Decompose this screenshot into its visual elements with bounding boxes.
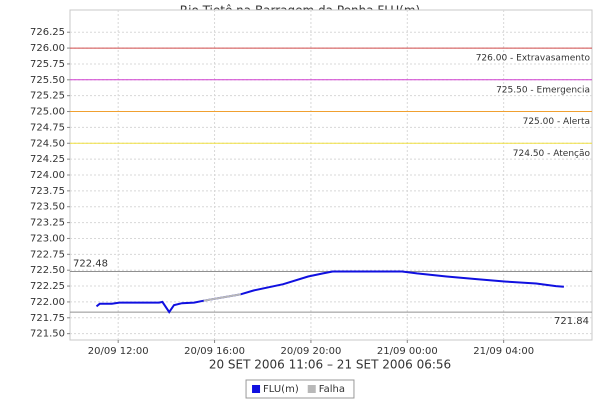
threshold-label: 725.00 - Alerta	[523, 117, 590, 127]
y-tick-label: 724.50	[30, 138, 65, 149]
series-line	[203, 293, 241, 302]
y-tick-label: 724.00	[30, 170, 65, 181]
extreme-label: 721.84	[554, 316, 589, 327]
chart-subtitle: 20 SET 2006 11:06 – 21 SET 2006 06:56	[209, 358, 451, 372]
legend-label: Falha	[319, 384, 345, 395]
legend-box	[245, 379, 355, 399]
y-tick-label: 724.25	[30, 154, 65, 165]
series-line	[95, 270, 564, 314]
threshold-label: 725.50 - Emergencia	[496, 85, 590, 95]
y-tick-label: 723.75	[30, 186, 65, 197]
y-tick-label: 723.00	[30, 233, 65, 244]
y-tick-label: 726.25	[30, 27, 65, 38]
y-tick-label: 724.75	[30, 122, 65, 133]
y-tick-label: 723.25	[30, 218, 65, 229]
legend-swatch	[252, 385, 261, 393]
x-tick-label: 20/09 16:00	[184, 346, 245, 357]
y-tick-label: 722.50	[30, 265, 65, 276]
y-tick-label: 722.25	[30, 281, 65, 292]
y-tick-label: 725.50	[30, 75, 65, 86]
y-tick-label: 721.50	[30, 329, 65, 340]
y-tick-label: 725.25	[30, 91, 65, 102]
x-tick-label: 20/09 12:00	[88, 346, 149, 357]
y-tick-label: 722.00	[30, 297, 65, 308]
legend-label: FLU(m)	[263, 384, 299, 395]
y-tick-label: 722.75	[30, 249, 65, 260]
legend-swatch	[307, 385, 316, 393]
y-tick-label: 726.00	[30, 43, 65, 54]
threshold-label: 724.50 - Atenção	[513, 149, 591, 159]
x-tick-label: 21/09 00:00	[377, 346, 438, 357]
y-tick-label: 725.00	[30, 107, 65, 118]
x-tick-label: 20/09 20:00	[281, 346, 342, 357]
y-tick-label: 723.50	[30, 202, 65, 213]
extreme-label: 722.48	[73, 258, 108, 269]
y-tick-label: 725.75	[30, 59, 65, 70]
threshold-label: 726.00 - Extravasamento	[476, 54, 591, 64]
legend: FLU(m) Falha	[245, 379, 355, 399]
y-tick-label: 721.75	[30, 313, 65, 324]
x-tick-label: 21/09 04:00	[473, 346, 534, 357]
